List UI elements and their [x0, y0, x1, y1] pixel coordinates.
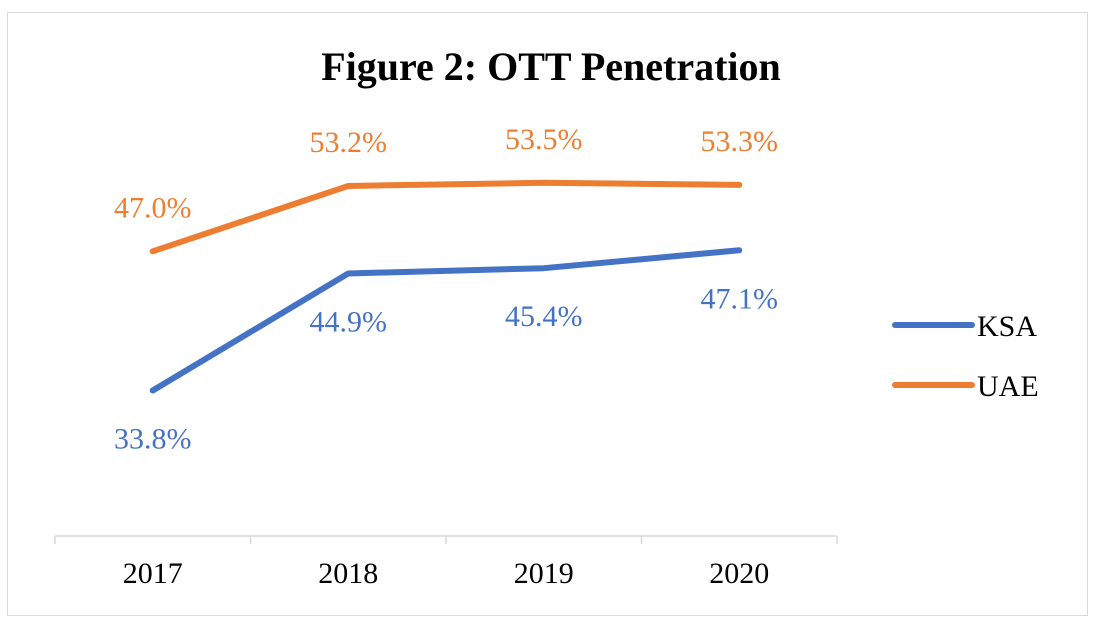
series-line-uae	[149, 179, 743, 255]
data-label-ksa: 47.1%	[701, 282, 779, 315]
legend: KSA UAE	[892, 310, 1039, 403]
data-label-uae: 47.0%	[114, 191, 192, 224]
series-line-ksa	[149, 247, 743, 394]
data-label-ksa: 45.4%	[505, 300, 583, 333]
chart-frame	[7, 12, 1088, 616]
chart-title: Figure 2: OTT Penetration	[321, 44, 781, 89]
x-axis: 2017 2018 2019 2020	[54, 535, 838, 590]
legend-label-ksa: KSA	[977, 310, 1037, 343]
data-labels: 33.8% 44.9% 45.4% 47.1% 47.0% 53.2% 53.5% 53.3%	[114, 123, 778, 456]
legend-label-uae: UAE	[977, 370, 1039, 403]
x-tick-label: 2020	[709, 557, 769, 590]
data-label-ksa: 44.9%	[310, 305, 388, 338]
data-label-ksa: 33.8%	[114, 422, 192, 455]
data-label-uae: 53.3%	[701, 125, 779, 158]
x-tick-label: 2017	[123, 557, 183, 590]
x-tick-label: 2019	[514, 557, 574, 590]
data-label-uae: 53.2%	[310, 126, 388, 159]
series-layer	[149, 179, 743, 394]
x-tick-label: 2018	[318, 557, 378, 590]
data-label-uae: 53.5%	[505, 123, 583, 156]
